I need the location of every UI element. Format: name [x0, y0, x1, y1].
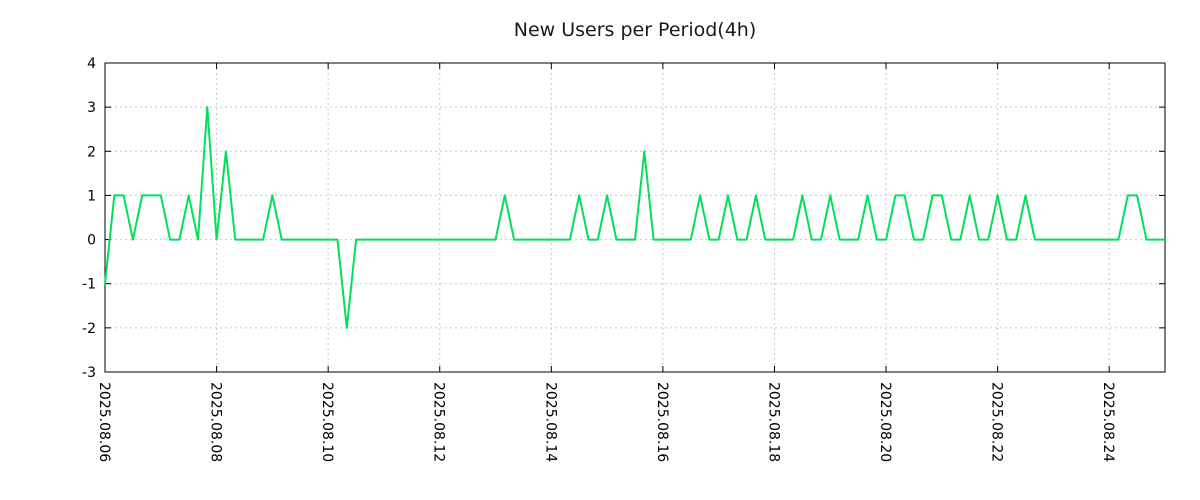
- y-tick-label: -1: [82, 277, 96, 293]
- plot-border: [104, 62, 1166, 373]
- y-tick-label: 2: [87, 144, 96, 160]
- chart-title: New Users per Period(4h): [514, 19, 757, 41]
- x-tick-label: 2025.08.22: [989, 382, 1005, 462]
- x-tick-label: 2025.08.10: [319, 382, 335, 462]
- x-tick-label: 2025.08.16: [654, 382, 670, 462]
- y-tick-label: -2: [82, 321, 96, 337]
- x-tick-label: 2025.08.08: [208, 382, 224, 462]
- x-tick-label: 2025.08.12: [431, 382, 447, 462]
- y-tick-label: -3: [82, 365, 96, 381]
- x-tick-label: 2025.08.20: [877, 382, 893, 462]
- x-tick-label: 2025.08.24: [1100, 382, 1116, 462]
- x-tick-label: 2025.08.06: [96, 382, 112, 462]
- y-tick-label: 0: [87, 233, 96, 249]
- x-tick-label: 2025.08.14: [542, 382, 558, 462]
- y-tick-label: 1: [87, 188, 96, 204]
- data-line: [104, 106, 1166, 329]
- y-tick-label: 4: [87, 56, 96, 72]
- x-tick-label: 2025.08.18: [765, 382, 781, 462]
- y-tick-label: 3: [87, 100, 96, 116]
